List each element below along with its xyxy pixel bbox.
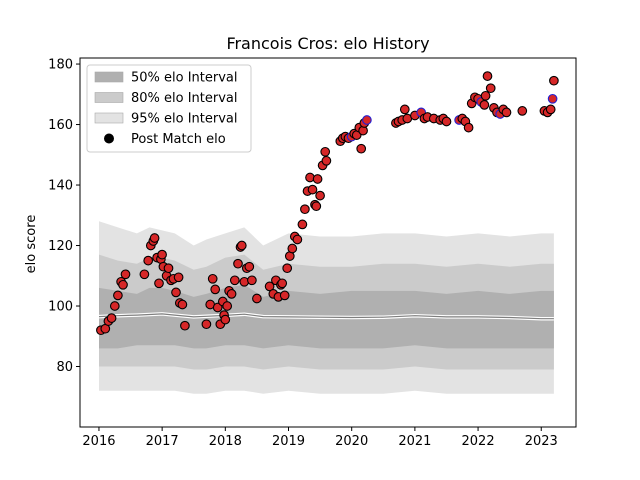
data-point xyxy=(109,301,120,311)
legend-swatch xyxy=(94,112,124,124)
data-point xyxy=(277,278,288,289)
axes-frame xyxy=(79,57,577,428)
data-point xyxy=(120,269,131,280)
legend-label: Post Match elo xyxy=(131,132,226,147)
data-point xyxy=(320,146,331,157)
data-point xyxy=(154,278,164,289)
mean-line xyxy=(98,313,554,320)
data-point xyxy=(226,289,237,299)
data-point xyxy=(549,75,559,86)
data-point xyxy=(321,155,332,166)
data-point xyxy=(113,290,123,301)
data-point xyxy=(118,279,128,290)
data-point xyxy=(143,255,154,266)
data-point xyxy=(315,190,325,201)
legend-label: 95% elo Interval xyxy=(131,112,238,127)
data-point xyxy=(212,302,223,313)
data-point xyxy=(312,174,323,184)
data-point xyxy=(236,240,247,251)
data-point xyxy=(210,284,221,295)
y-tick-label: 80 xyxy=(56,360,73,375)
legend-label: 50% elo Interval xyxy=(131,71,238,86)
data-point xyxy=(441,116,452,127)
data-point xyxy=(307,184,318,195)
data-point xyxy=(177,299,188,310)
data-point xyxy=(501,107,512,118)
data-point xyxy=(244,261,255,272)
legend-swatch xyxy=(94,71,124,83)
x-tick-label: 2021 xyxy=(398,434,431,449)
x-tick-label: 2019 xyxy=(272,434,305,449)
data-point xyxy=(297,219,308,230)
data-point xyxy=(292,234,303,245)
legend-marker xyxy=(104,133,114,144)
x-tick-label: 2017 xyxy=(146,434,179,449)
data-point xyxy=(517,106,528,116)
data-point xyxy=(545,104,556,115)
data-point xyxy=(463,122,474,133)
data-point xyxy=(264,281,275,292)
y-axis-label: elo score xyxy=(24,215,39,274)
data-point xyxy=(233,258,243,269)
data-point xyxy=(399,104,410,115)
data-point xyxy=(139,269,150,280)
data-point xyxy=(247,275,257,286)
data-point xyxy=(180,320,190,331)
confidence-bands xyxy=(99,221,554,394)
data-point xyxy=(207,273,218,284)
data-point xyxy=(362,115,372,125)
chart-title: Francois Cros: elo History xyxy=(226,34,429,53)
data-point xyxy=(222,301,233,311)
x-tick-label: 2022 xyxy=(462,434,495,449)
plot-area xyxy=(96,71,559,394)
y-tick-label: 180 xyxy=(48,58,73,73)
data-point xyxy=(279,290,290,301)
data-point xyxy=(485,83,496,94)
y-tick-label: 100 xyxy=(48,300,73,315)
y-tick-label: 140 xyxy=(48,179,73,194)
data-point xyxy=(479,100,490,110)
legend: 50% elo Interval 80% elo Interval 95% elo … xyxy=(86,64,252,153)
data-point xyxy=(157,249,167,260)
x-tick-label: 2018 xyxy=(209,434,242,449)
legend-label: 80% elo Interval xyxy=(131,91,238,106)
data-point xyxy=(252,293,262,304)
post-match-points xyxy=(96,71,559,336)
data-point xyxy=(547,93,558,104)
y-tick-label: 160 xyxy=(48,118,73,133)
data-point xyxy=(201,319,212,330)
data-point xyxy=(106,313,117,323)
data-point xyxy=(480,90,491,101)
data-point xyxy=(311,201,322,212)
data-point xyxy=(163,263,174,274)
legend-swatch xyxy=(94,92,124,103)
data-point xyxy=(300,204,310,215)
mean-elo-line xyxy=(98,312,554,321)
axes xyxy=(79,57,577,428)
data-point xyxy=(220,314,231,325)
y-axis-ticks: 80 100 120 140 160 180 xyxy=(48,58,80,375)
data-point xyxy=(356,143,367,154)
x-tick-label: 2020 xyxy=(335,434,368,449)
x-tick-label: 2016 xyxy=(82,434,115,449)
data-point xyxy=(287,243,298,254)
x-axis-ticks: 2016 2017 2018 2019 2020 2021 2022 2023 xyxy=(82,427,558,449)
x-tick-label: 2023 xyxy=(525,434,558,449)
data-point xyxy=(229,275,240,286)
data-point xyxy=(171,287,181,298)
y-tick-label: 120 xyxy=(48,239,73,254)
legend-box xyxy=(86,64,252,153)
data-point xyxy=(282,263,293,274)
data-point xyxy=(173,272,184,283)
data-point xyxy=(482,71,493,81)
data-point xyxy=(149,233,160,243)
